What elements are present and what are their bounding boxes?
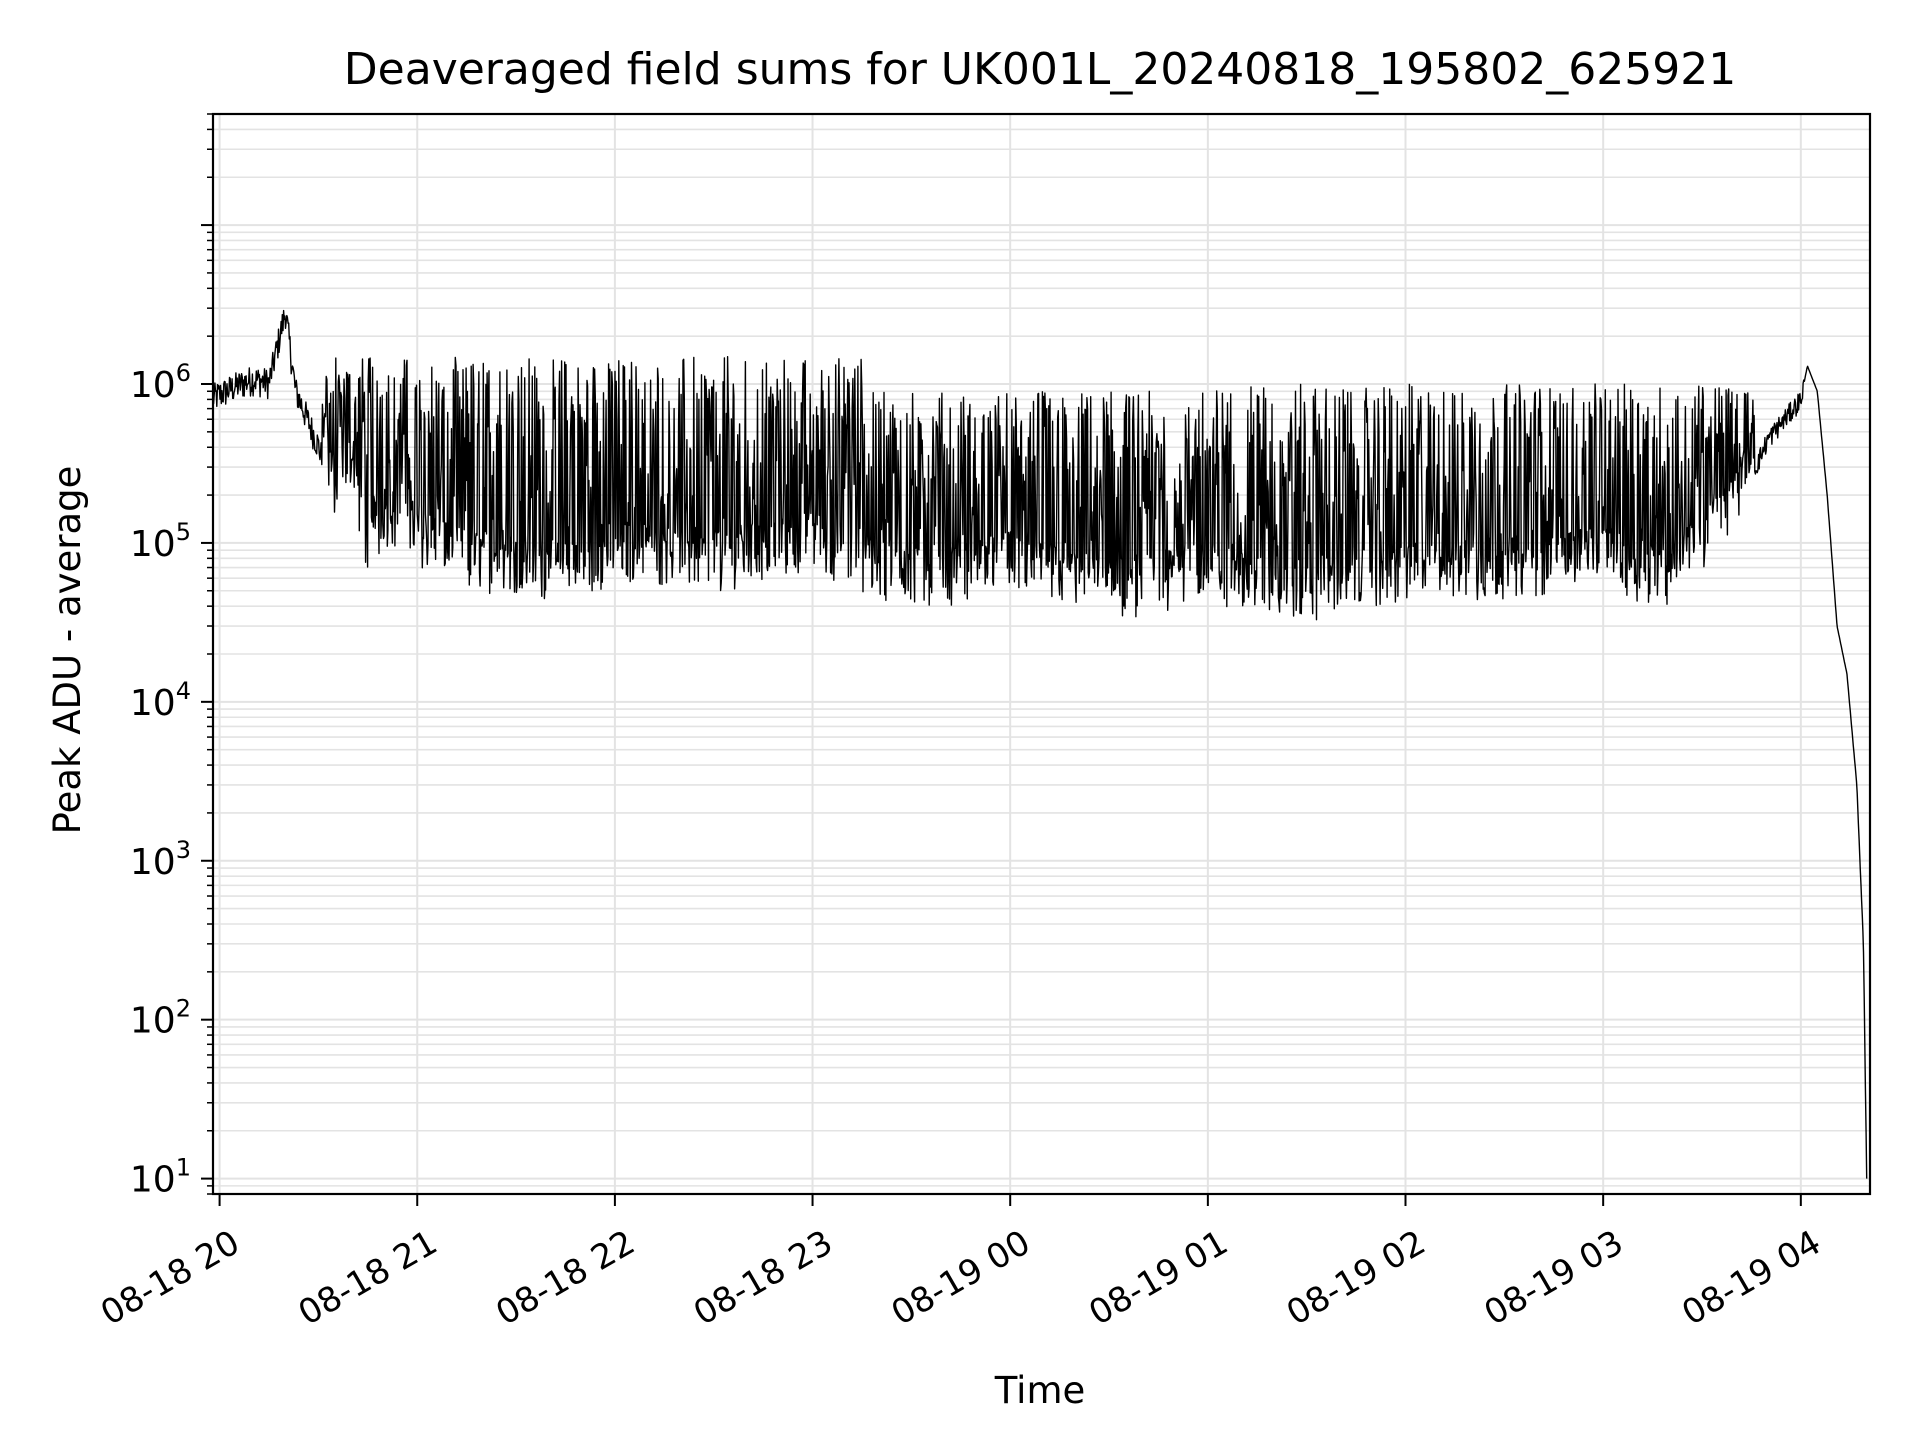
x-axis-label: Time [994,1369,1086,1412]
series-layer [212,309,1868,1179]
x-tick-label: 08-18 20 [94,1223,246,1334]
y-tick-exponent: 6 [176,359,191,387]
y-tick-base: 10 [130,683,176,724]
y-tick-exponent: 4 [176,677,191,705]
y-tick-exponent: 2 [176,995,191,1023]
grid [213,113,1870,1195]
y-tick-label: 103 [130,836,191,883]
x-tick-label: 08-18 22 [489,1223,641,1334]
x-tick-label: 08-18 21 [292,1223,444,1334]
x-tick-label: 08-18 23 [687,1223,839,1334]
y-tick-label: 106 [130,359,191,406]
y-axis-label: Peak ADU - average [46,466,89,835]
x-tick-label: 08-19 03 [1478,1223,1630,1334]
y-tick-base: 10 [130,842,176,883]
x-tick-label: 08-19 02 [1280,1223,1432,1334]
y-tick-base: 10 [130,1160,176,1201]
x-tick-label: 08-19 04 [1675,1223,1827,1334]
y-tick-base: 10 [130,524,176,565]
y-tick-exponent: 5 [176,518,191,546]
x-axis: 08-18 20 08-18 21 08-18 22 08-18 23 08-19 00… [94,1194,1828,1334]
x-tick-label: 08-19 00 [885,1223,1037,1334]
series-line [212,309,1868,1179]
y-tick-exponent: 3 [176,836,191,864]
y-tick-exponent: 1 [176,1154,191,1182]
y-tick-base: 10 [130,1001,176,1042]
chart-title: Deaveraged field sums for UK001L_2024081… [344,44,1736,95]
y-tick-label: 105 [130,518,191,565]
y-tick-label: 104 [130,677,191,724]
x-tick-label: 08-19 01 [1082,1223,1234,1334]
y-tick-base: 10 [130,365,176,406]
y-tick-label: 102 [130,995,191,1042]
y-tick-label: 101 [130,1154,191,1201]
